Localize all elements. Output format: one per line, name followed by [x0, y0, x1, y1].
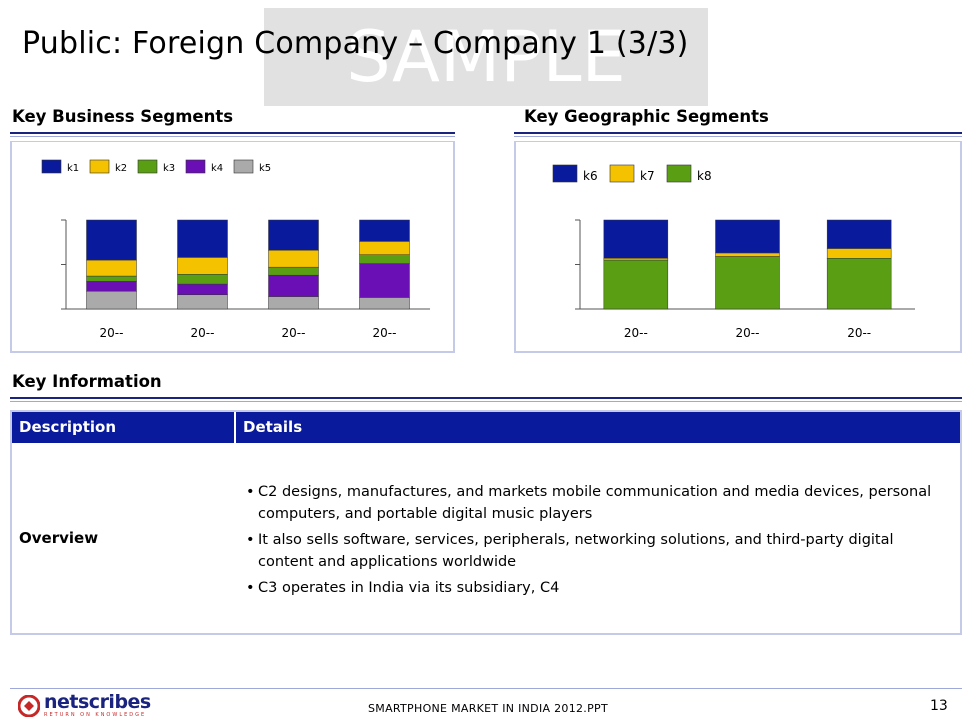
legend-swatch-k6 — [552, 164, 578, 183]
bar-segment-k7 — [715, 252, 780, 257]
bar-segment-k1 — [86, 219, 137, 261]
table-row: Overview • C2 designs, manufactures, and… — [12, 443, 960, 633]
bar-segment-k6 — [715, 219, 780, 254]
info-heading-rule-thin — [10, 401, 962, 402]
bar-segment-k3 — [268, 266, 319, 276]
bar-segment-k4 — [359, 263, 410, 298]
bar-segment-k1 — [359, 219, 410, 242]
business-segments-heading: Key Business Segments — [12, 107, 234, 126]
description-header: Description — [12, 412, 236, 443]
bar-segment-k5 — [177, 294, 228, 310]
legend-swatch-k1 — [41, 159, 62, 174]
details-header: Details — [243, 418, 303, 436]
bullet-text: It also sells software, services, periph… — [258, 532, 894, 570]
legend-label-k6: k6 — [583, 169, 598, 183]
bullet-text: C3 operates in India via its subsidiary,… — [258, 580, 560, 596]
business-chart-panel: k1 k2 k3 k4 k5 20-- 20-- 20-- 20-- — [10, 141, 455, 353]
geographic-segments-chart: k6 k7 k8 20-- 20-- 20-- — [552, 164, 915, 340]
sample-watermark: SAMPLE — [264, 8, 708, 106]
slide-title: Public: Foreign Company – Company 1 (3/3… — [22, 26, 689, 61]
x-tick-label: 20-- — [624, 326, 648, 340]
bullet-icon: • — [246, 532, 255, 548]
legend-swatch-k8 — [666, 164, 692, 183]
bar-segment-k4 — [86, 281, 137, 292]
logo-tagline: RETURN ON KNOWLEDGE — [44, 712, 147, 718]
x-tick-label: 20-- — [191, 326, 215, 340]
bar-segment-k4 — [177, 283, 228, 296]
key-information-table: Description Details Overview • C2 design… — [10, 410, 962, 635]
bar-segment-k1 — [268, 219, 319, 251]
x-tick-label: 20-- — [847, 326, 871, 340]
legend-label-k1: k1 — [67, 163, 79, 174]
business-heading-rule-thin — [10, 136, 455, 137]
legend-label-k3: k3 — [163, 163, 175, 174]
bar-segment-k5 — [86, 290, 137, 310]
x-tick-label: 20-- — [373, 326, 397, 340]
business-segments-chart: k1 k2 k3 k4 k5 20-- 20-- 20-- 20-- — [41, 159, 430, 340]
bullet-icon: • — [246, 484, 255, 500]
key-information-heading: Key Information — [12, 372, 162, 391]
bar-segment-k6 — [826, 219, 892, 249]
legend-label-k5: k5 — [259, 163, 271, 174]
legend-swatch-k3 — [137, 159, 158, 174]
bar-segment-k8 — [715, 256, 780, 310]
x-tick-label: 20-- — [736, 326, 760, 340]
bar-segment-k3 — [177, 274, 228, 285]
geographic-segments-heading: Key Geographic Segments — [524, 107, 769, 126]
info-heading-rule — [10, 397, 962, 399]
bullet-icon: • — [246, 580, 255, 596]
list-item: • C3 operates in India via its subsidiar… — [236, 577, 960, 599]
geographic-chart-panel: k6 k7 k8 20-- 20-- 20-- — [514, 141, 962, 353]
legend-swatch-k7 — [609, 164, 635, 183]
x-tick-label: 20-- — [282, 326, 306, 340]
business-heading-rule — [10, 132, 455, 134]
legend-label-k4: k4 — [211, 163, 223, 174]
table-header-row: Description Details — [12, 412, 960, 443]
footer-document-name: SMARTPHONE MARKET IN INDIA 2012.PPT — [368, 702, 608, 715]
bar-segment-k2 — [177, 257, 228, 275]
netscribes-logo: netscribes RETURN ON KNOWLEDGE — [18, 693, 151, 718]
geographic-heading-rule — [514, 132, 962, 134]
bar-segment-k4 — [268, 274, 319, 297]
bar-segment-k2 — [86, 259, 137, 277]
legend-swatch-k2 — [89, 159, 110, 174]
legend-label-k8: k8 — [697, 169, 712, 183]
overview-details: • C2 designs, manufactures, and markets … — [236, 443, 960, 633]
footer-rule — [10, 688, 962, 689]
geographic-heading-rule-thin — [514, 136, 962, 137]
bar-segment-k8 — [826, 258, 892, 310]
list-item: • It also sells software, services, peri… — [236, 529, 960, 573]
legend-label-k7: k7 — [640, 169, 655, 183]
logo-mark-icon — [18, 694, 40, 717]
bar-segment-k8 — [603, 259, 669, 310]
bar-segment-k5 — [359, 297, 410, 310]
legend-swatch-k4 — [185, 159, 206, 174]
bar-segment-k3 — [86, 275, 137, 282]
page-number: 13 — [930, 698, 948, 714]
bar-segment-k3 — [359, 254, 410, 264]
logo-wordmark: netscribes — [44, 691, 151, 713]
x-tick-label: 20-- — [100, 326, 124, 340]
bar-segment-k2 — [359, 241, 410, 255]
bar-segment-k6 — [603, 219, 669, 259]
bar-segment-k2 — [268, 250, 319, 268]
bullet-text: C2 designs, manufactures, and markets mo… — [258, 484, 932, 522]
legend-swatch-k5 — [233, 159, 254, 174]
legend-label-k2: k2 — [115, 163, 127, 174]
bar-segment-k7 — [603, 258, 669, 261]
overview-label: Overview — [19, 529, 99, 547]
bar-segment-k1 — [177, 219, 228, 258]
bar-segment-k5 — [268, 296, 319, 310]
bar-segment-k7 — [826, 248, 892, 259]
list-item: • C2 designs, manufactures, and markets … — [236, 481, 960, 525]
